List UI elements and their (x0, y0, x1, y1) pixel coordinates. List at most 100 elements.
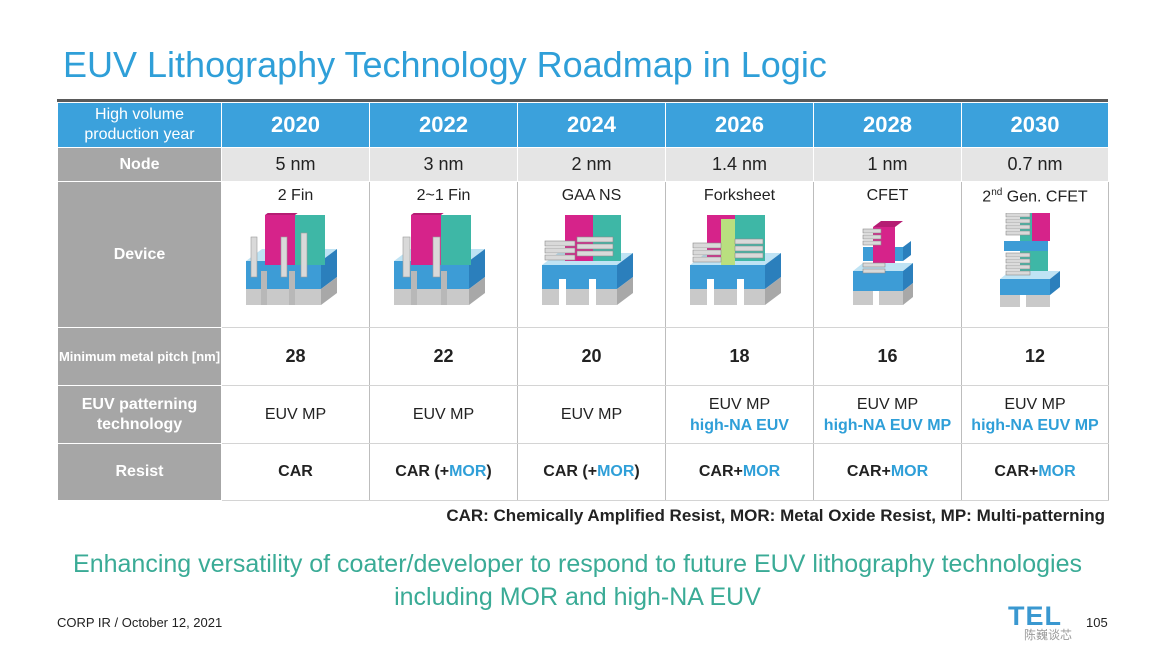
roadmap-table: High volume production year 2020 2022 20… (57, 102, 1109, 501)
euv-line2: high-NA EUV MP (971, 416, 1099, 434)
euv-line1: EUV MP (856, 395, 919, 413)
resist-car: CAR (278, 463, 313, 480)
pitch-row-label: Minimum metal pitch [nm] (57, 327, 222, 386)
resist-car: CAR ( (543, 463, 588, 480)
device-cell: GAA NS (517, 181, 666, 328)
euv-cell: EUV MP high-NA EUV MP (961, 385, 1109, 444)
node-cell: 2 nm (517, 147, 666, 182)
year-cell: 2022 (369, 102, 518, 148)
device-name: CFET (866, 187, 909, 204)
device-row: Device 2 Fin 2~1 Fin (57, 181, 1109, 328)
year-cell: 2028 (813, 102, 962, 148)
resist-close: ) (486, 463, 492, 480)
euv-row: EUV patterning technology EUV MP EUV MP … (57, 385, 1109, 444)
resist-mor: MOR (890, 463, 929, 480)
node-row: Node 5 nm 3 nm 2 nm 1.4 nm 1 nm 0.7 nm (57, 147, 1109, 182)
euv-cell: EUV MP high-NA EUV MP (813, 385, 962, 444)
device-cell: 2 Fin (221, 181, 370, 328)
node-row-label: Node (57, 147, 222, 182)
resist-mor: MOR (449, 463, 487, 480)
node-cell: 1.4 nm (665, 147, 814, 182)
pitch-row: Minimum metal pitch [nm] 28 22 20 18 16 … (57, 327, 1109, 386)
resist-cell: CAR+MOR (665, 443, 814, 501)
resist-car: CAR (698, 463, 734, 480)
euv-cell: EUV MP high-NA EUV (665, 385, 814, 444)
device-cell: Forksheet (665, 181, 814, 328)
euv-cell: EUV MP (221, 385, 370, 444)
pitch-cell: 18 (665, 327, 814, 386)
year-cell: 2030 (961, 102, 1109, 148)
cfet-gen2-icon (1000, 213, 1060, 307)
key-message-line1: Enhancing versatility of coater/develope… (73, 550, 1082, 578)
resist-cell: CAR (+MOR) (369, 443, 518, 501)
device-cell: CFET (813, 181, 962, 328)
cfet-icon (852, 221, 913, 305)
resist-close: ) (634, 463, 640, 480)
year-cell: 2020 (221, 102, 370, 148)
page-title: EUV Lithography Technology Roadmap in Lo… (63, 44, 827, 85)
device-name: Forksheet (703, 187, 776, 204)
gaa-nanosheet-icon (541, 215, 633, 305)
year-cell: 2024 (517, 102, 666, 148)
key-message-line2: including MOR and high-NA EUV (394, 583, 761, 611)
resist-cell: CAR (+MOR) (517, 443, 666, 501)
year-row-label: High volume production year (57, 102, 222, 148)
node-cell: 1 nm (813, 147, 962, 182)
euv-line1: EUV MP (412, 406, 475, 423)
finfet-1fin-icon (393, 213, 485, 305)
pitch-cell: 20 (517, 327, 666, 386)
resist-plus: + (1029, 463, 1039, 480)
tel-logo: TEL (1008, 601, 1062, 631)
year-row: High volume production year 2020 2022 20… (57, 102, 1109, 148)
footer-text: CORP IR / October 12, 2021 (57, 615, 223, 630)
node-cell: 3 nm (369, 147, 518, 182)
resist-car: CAR (846, 463, 882, 480)
resist-mor: MOR (597, 463, 635, 480)
resist-car: CAR (994, 463, 1029, 480)
resist-mor: MOR (742, 463, 781, 480)
euv-line1: EUV MP (1004, 395, 1066, 413)
device-name: 2 Fin (277, 187, 314, 204)
euv-line1: EUV MP (560, 406, 623, 423)
resist-cell: CAR+MOR (813, 443, 962, 501)
euv-line1: EUV MP (708, 395, 771, 413)
table-top-rule (57, 99, 1108, 102)
resist-plus: + (881, 463, 891, 480)
resist-car: CAR ( (395, 463, 440, 480)
node-cell: 5 nm (221, 147, 370, 182)
resist-plus: + (587, 463, 598, 480)
device-name-sup: nd (991, 187, 1003, 198)
node-cell: 0.7 nm (961, 147, 1109, 182)
device-name: GAA NS (561, 187, 622, 204)
resist-plus: + (439, 463, 450, 480)
euv-line1: EUV MP (264, 406, 327, 423)
abbreviation-legend: CAR: Chemically Amplified Resist, MOR: M… (446, 506, 1105, 525)
euv-row-label: EUV patterning technology (57, 385, 222, 444)
page-number: 105 (1086, 615, 1108, 630)
euv-cell: EUV MP (369, 385, 518, 444)
device-cell: 2nd Gen. CFET (961, 181, 1109, 328)
device-name-prefix: 2 (982, 188, 992, 206)
resist-cell: CAR (221, 443, 370, 501)
resist-row-label: Resist (57, 443, 222, 501)
euv-cell: EUV MP (517, 385, 666, 444)
device-cell: 2~1 Fin (369, 181, 518, 328)
pitch-cell: 22 (369, 327, 518, 386)
finfet-2fin-icon (245, 213, 337, 305)
resist-row: Resist CAR CAR (+MOR) CAR (+MOR) CAR+MOR… (57, 443, 1109, 501)
resist-mor: MOR (1038, 463, 1076, 480)
device-name-rest: Gen. CFET (1002, 188, 1088, 206)
pitch-cell: 16 (813, 327, 962, 386)
euv-line2: high-NA EUV MP (823, 416, 952, 434)
forksheet-icon (689, 215, 781, 305)
resist-cell: CAR+MOR (961, 443, 1109, 501)
resist-plus: + (733, 463, 743, 480)
watermark: 陈巍谈芯 (1024, 628, 1073, 642)
year-cell: 2026 (665, 102, 814, 148)
device-name: 2nd Gen. CFET (962, 187, 1108, 209)
device-name: 2~1 Fin (416, 187, 471, 204)
pitch-cell: 12 (961, 327, 1109, 386)
device-row-label: Device (57, 181, 222, 328)
euv-line2: high-NA EUV (690, 416, 789, 434)
key-message: Enhancing versatility of coater/develope… (0, 548, 1155, 614)
